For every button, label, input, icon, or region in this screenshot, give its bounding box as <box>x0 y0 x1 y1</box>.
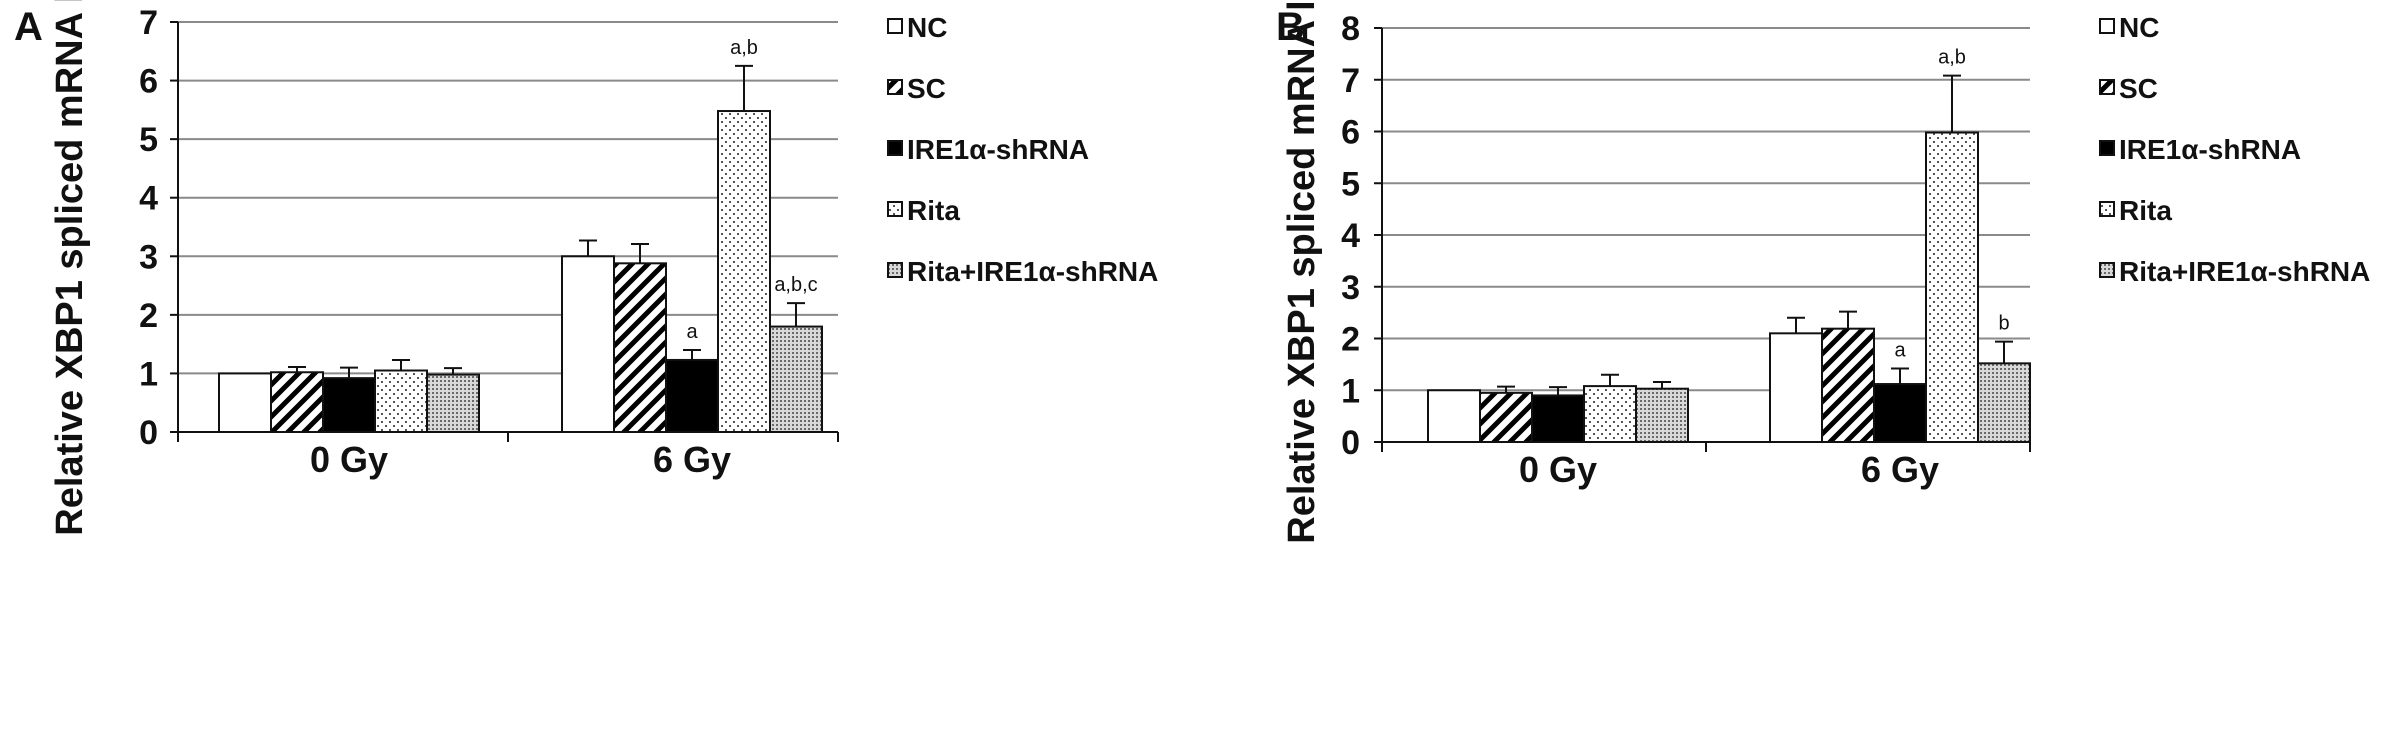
y-tick-label: 4 <box>139 180 158 218</box>
y-tick-label: 2 <box>1341 321 1360 359</box>
y-tick-label: 4 <box>1341 217 1360 255</box>
bar <box>1635 387 1689 444</box>
bar <box>1977 362 2031 443</box>
legend-swatch <box>2099 18 2115 34</box>
legend-label: Rita <box>907 195 960 226</box>
bar <box>613 262 667 434</box>
bar <box>1479 391 1533 443</box>
legend-swatch <box>887 140 903 156</box>
y-tick-label: 0 <box>1341 424 1360 462</box>
y-tick-label: 3 <box>1341 269 1360 307</box>
category-label: 0 Gy <box>310 439 388 480</box>
legend-label: SC <box>907 73 946 104</box>
y-tick-label: 7 <box>139 4 158 42</box>
y-axis-label: Relative XBP1 spliced mRNA level <box>1281 0 1323 544</box>
legend-label: Rita+IRE1α-shRNA <box>907 256 1158 287</box>
significance-label: a <box>686 321 698 343</box>
significance-label: a,b <box>1938 47 1966 69</box>
panel-a: A 0 1 2 3 4 5 6 7 Relative XBP1 spliced mRNA leve… <box>14 0 1158 536</box>
y-tick-label: 5 <box>139 121 158 159</box>
legend-swatch <box>887 201 903 217</box>
legend-label: IRE1α-shRNA <box>2119 134 2301 165</box>
y-tick-label: 1 <box>1341 372 1360 410</box>
bar <box>769 325 823 434</box>
legend-label: SC <box>2119 73 2158 104</box>
bar <box>1769 332 1823 444</box>
y-tick-label: 7 <box>1341 62 1360 100</box>
bar <box>322 377 376 434</box>
bar <box>665 358 719 434</box>
legend-swatch <box>2099 201 2115 217</box>
y-tick-label: 0 <box>139 414 158 452</box>
legend-swatch <box>887 262 903 278</box>
bar <box>374 369 428 433</box>
legend-label: Rita <box>2119 195 2172 226</box>
category-label: 6 Gy <box>1861 449 1939 490</box>
legend-label: IRE1α-shRNA <box>907 134 1089 165</box>
bar <box>561 255 615 433</box>
y-tick-label: 2 <box>139 297 158 335</box>
legend-label: NC <box>2119 12 2159 43</box>
significance-label: b <box>1998 313 2009 335</box>
y-tick-label: 1 <box>139 355 158 393</box>
category-label: 6 Gy <box>653 439 731 480</box>
panel-b: B 0 1 2 3 4 5 6 7 8 Relative XBP1 spliced mRNA lev… <box>1276 0 2370 544</box>
y-tick-label: 8 <box>1341 10 1360 48</box>
bar <box>1873 383 1927 444</box>
bar <box>270 371 324 433</box>
bar <box>1821 327 1875 444</box>
significance-label: a,b <box>730 37 758 59</box>
y-tick-label: 5 <box>1341 165 1360 203</box>
bar <box>1583 385 1637 443</box>
y-tick-label: 6 <box>1341 114 1360 152</box>
legend-swatch <box>887 18 903 34</box>
legend-label: NC <box>907 12 947 43</box>
bar <box>1925 131 1979 443</box>
significance-label: a <box>1894 340 1906 362</box>
legend-swatch <box>2099 262 2115 278</box>
y-axis-label: Relative XBP1 spliced mRNA level <box>49 0 91 536</box>
bar <box>1531 394 1585 443</box>
bar <box>1427 389 1481 443</box>
y-tick-label: 3 <box>139 238 158 276</box>
significance-label: a,b,c <box>774 274 817 296</box>
bar <box>218 372 272 433</box>
legend-swatch <box>2099 140 2115 156</box>
legend-swatch <box>2099 79 2115 95</box>
bar <box>717 110 771 434</box>
legend-label: Rita+IRE1α-shRNA <box>2119 256 2370 287</box>
panel-letter: B <box>1276 5 1305 49</box>
legend-swatch <box>887 79 903 95</box>
category-label: 0 Gy <box>1519 449 1597 490</box>
bar <box>426 373 480 434</box>
y-tick-label: 6 <box>139 63 158 101</box>
panel-letter: A <box>14 5 43 49</box>
